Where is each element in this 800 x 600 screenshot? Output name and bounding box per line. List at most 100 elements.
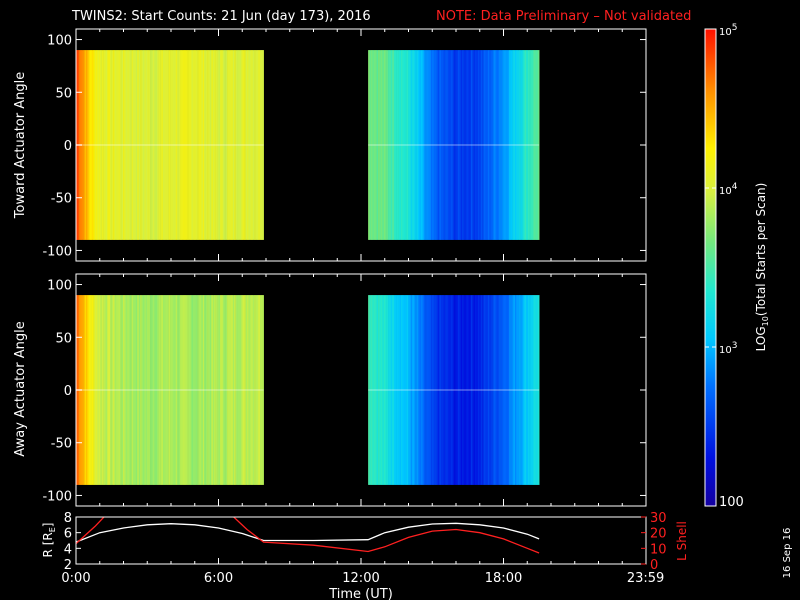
heatmap-column bbox=[390, 295, 393, 485]
heatmap-column bbox=[460, 50, 463, 240]
heatmap-column bbox=[161, 50, 164, 240]
heatmap-column bbox=[175, 295, 178, 485]
heatmap-column bbox=[244, 295, 246, 485]
heatmap-column bbox=[497, 295, 500, 485]
heatmap-column bbox=[408, 50, 410, 240]
heatmap-column bbox=[158, 50, 161, 240]
heatmap-column bbox=[378, 295, 380, 485]
heatmap-column bbox=[467, 295, 470, 485]
heatmap-column bbox=[101, 295, 104, 485]
heatmap-column bbox=[239, 295, 242, 485]
colorbar-ticks: 105 104 103 bbox=[705, 23, 738, 356]
orbit-lines bbox=[76, 517, 540, 554]
heatmap-column bbox=[123, 295, 125, 485]
heatmap-column bbox=[477, 295, 480, 485]
heatmap-column bbox=[532, 50, 534, 240]
heatmap-column bbox=[93, 50, 95, 240]
heatmap-column bbox=[465, 50, 467, 240]
heatmap-column bbox=[255, 295, 258, 485]
heatmap-column bbox=[224, 50, 226, 240]
heatmap-column bbox=[154, 295, 157, 485]
heatmap-column bbox=[409, 295, 412, 485]
heatmap-column bbox=[475, 295, 477, 485]
heatmap-column bbox=[385, 295, 387, 485]
heatmap-column bbox=[259, 50, 262, 240]
heatmap-column bbox=[415, 295, 417, 485]
heatmap-column bbox=[245, 50, 248, 240]
heatmap-column bbox=[437, 295, 440, 485]
heatmap-column bbox=[255, 50, 258, 240]
heatmap-column bbox=[445, 50, 447, 240]
heatmap-column bbox=[209, 295, 212, 485]
heatmap-column bbox=[150, 50, 152, 240]
heatmap-column bbox=[479, 295, 481, 485]
heatmap-column bbox=[422, 50, 425, 240]
heatmap-column bbox=[171, 295, 174, 485]
heatmap-column bbox=[450, 50, 453, 240]
heatmap-column bbox=[182, 50, 185, 240]
heatmap-column bbox=[482, 295, 484, 485]
heatmap-column bbox=[427, 50, 430, 240]
colorbar-label: LOG10(Total Starts per Scan) bbox=[754, 183, 770, 352]
heatmap-column bbox=[100, 295, 102, 485]
heatmap-column bbox=[151, 295, 154, 485]
heatmap-column bbox=[524, 295, 527, 485]
heatmap-column bbox=[380, 50, 383, 240]
heatmap-column bbox=[375, 295, 377, 485]
heatmap-column bbox=[198, 50, 201, 240]
heatmap-column bbox=[445, 295, 447, 485]
heatmap-column bbox=[480, 295, 483, 485]
heatmap-column bbox=[134, 50, 137, 240]
heatmap-column bbox=[484, 50, 487, 240]
heatmap-column bbox=[217, 50, 219, 240]
heatmap-column bbox=[174, 295, 177, 485]
heatmap-column bbox=[133, 295, 135, 485]
colorbar-bottom-label: 100 bbox=[719, 495, 744, 510]
heatmap-column bbox=[449, 50, 452, 240]
heatmap-column bbox=[197, 50, 199, 240]
heatmap-column bbox=[218, 50, 221, 240]
heatmap-column bbox=[202, 50, 205, 240]
heatmap-column bbox=[145, 50, 148, 240]
heatmap-column bbox=[419, 50, 422, 240]
heatmap-column bbox=[425, 50, 427, 240]
heatmap-column bbox=[145, 295, 148, 485]
heatmap-column bbox=[422, 295, 425, 485]
heatmap-column bbox=[519, 295, 521, 485]
heatmap-column bbox=[187, 295, 189, 485]
heatmap-column bbox=[160, 295, 162, 485]
heatmap-column bbox=[513, 50, 516, 240]
heatmap-column bbox=[162, 295, 165, 485]
heatmap-column bbox=[526, 50, 529, 240]
heatmap-column bbox=[400, 295, 403, 485]
away-axes: 100 50 0 -50 -100 bbox=[42, 274, 647, 506]
toward-panel: 100 50 0 -50 -100 Toward Actuator Angle bbox=[13, 28, 647, 262]
heatmap-column bbox=[256, 50, 259, 240]
heatmap-column bbox=[399, 295, 402, 485]
heatmap-column bbox=[368, 50, 370, 240]
heatmap-column bbox=[242, 295, 245, 485]
heatmap-column bbox=[185, 295, 188, 485]
heatmap-column bbox=[395, 50, 397, 240]
heatmap-column bbox=[110, 295, 112, 485]
heatmap-column bbox=[194, 295, 196, 485]
heatmap-column bbox=[154, 50, 157, 240]
radius-tick-label: 2 bbox=[64, 558, 72, 573]
heatmap-column bbox=[191, 50, 194, 240]
heatmap-column bbox=[502, 50, 504, 240]
heatmap-column bbox=[247, 295, 249, 485]
heatmap-column bbox=[463, 295, 466, 485]
heatmap-column bbox=[432, 295, 434, 485]
heatmap-column bbox=[100, 50, 102, 240]
colorbar-tick-label: 103 bbox=[719, 341, 737, 356]
heatmap-column bbox=[231, 295, 234, 485]
heatmap-column bbox=[522, 295, 524, 485]
heatmap-column bbox=[418, 295, 420, 485]
away-panel: 100 50 0 -50 -100 Away Actuator Angle bbox=[13, 273, 647, 507]
heatmap-column bbox=[455, 295, 457, 485]
heatmap-column bbox=[95, 50, 98, 240]
heatmap-column bbox=[378, 50, 380, 240]
heatmap-column bbox=[537, 50, 540, 240]
heatmap-column bbox=[111, 50, 114, 240]
heatmap-column bbox=[150, 295, 152, 485]
